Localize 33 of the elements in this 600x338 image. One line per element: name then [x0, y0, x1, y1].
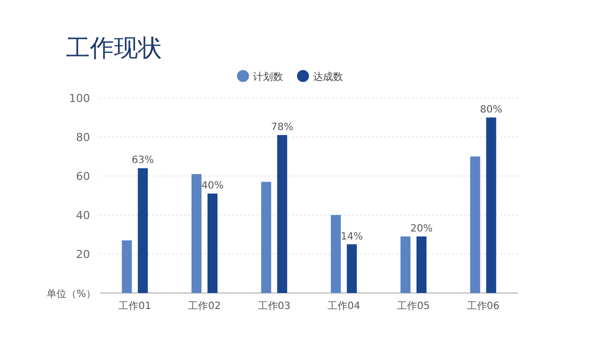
bar [277, 135, 288, 293]
bar [122, 240, 132, 293]
x-tick-label: 工作04 [327, 301, 360, 312]
bar [470, 156, 480, 293]
bar [400, 236, 410, 293]
x-tick-label: 工作02 [188, 301, 221, 312]
annotation: 14% [340, 231, 363, 242]
bar [346, 244, 357, 293]
x-tick-label: 工作03 [258, 301, 291, 312]
x-tick-label: 工作06 [466, 301, 500, 312]
bar [138, 168, 148, 293]
y-tick-label: 80 [76, 131, 90, 144]
bar [416, 236, 426, 293]
annotation: 80% [480, 104, 502, 116]
bar [261, 182, 272, 293]
annotation: 20% [410, 223, 433, 234]
annotation: 40% [201, 180, 224, 192]
chart-title: 工作现状 [66, 34, 162, 62]
annotation: 63% [132, 155, 154, 166]
y-tick-label: 60 [76, 170, 90, 183]
bar [486, 118, 496, 293]
text: 单位（%） [46, 288, 96, 300]
annotation: 78% [271, 122, 294, 134]
x-tick-label: 工作05 [397, 301, 430, 312]
y-tick-label: 40 [76, 209, 90, 222]
x-tick-label: 工作01 [118, 301, 152, 312]
bar [208, 194, 218, 293]
bar [330, 215, 341, 293]
legend-label: 计划数 [253, 71, 283, 83]
y-tick-label: 100 [69, 92, 90, 105]
y-tick-label: 20 [76, 248, 90, 261]
legend-label: 达成数 [313, 71, 343, 83]
bar [192, 174, 202, 293]
